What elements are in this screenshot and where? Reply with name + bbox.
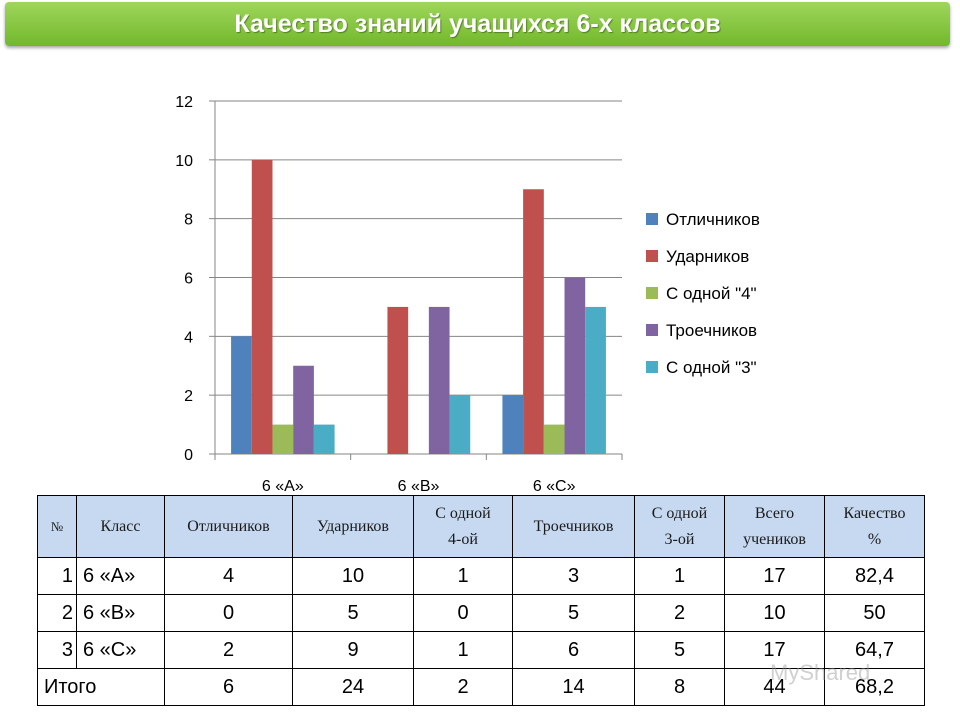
bar (585, 306, 606, 454)
cell-c-grade: 3 (512, 557, 635, 595)
bar (231, 336, 252, 454)
table-row: 2 6 «В» 0 5 0 5 2 10 50 (37, 594, 925, 632)
header-total-line2: учеников (743, 530, 806, 548)
header-c-grade: Троечников (512, 495, 635, 558)
header-good: Ударников (292, 495, 414, 558)
x-tick-label: 6 «В» (398, 478, 440, 495)
header-total: Всего учеников (724, 495, 825, 558)
legend-swatch (646, 324, 658, 336)
total-one-four: 2 (413, 668, 513, 706)
bar (449, 395, 471, 454)
table-row: 1 6 «А» 4 10 1 3 1 17 82,4 (37, 557, 925, 595)
row-number: 2 (37, 594, 77, 632)
cell-one-three: 2 (634, 594, 725, 632)
cell-total: 10 (724, 594, 825, 632)
header-num: № (37, 495, 77, 558)
bar (502, 395, 524, 454)
header-one-three-line1: С одной (651, 504, 708, 522)
cell-excellent: 2 (164, 631, 293, 669)
bar-chart: 0 2 4 6 8 10 12 6 «А» 6 «В» 6 «С» Отличников Ударни… (175, 94, 760, 495)
header-quality-line2: % (867, 530, 882, 548)
total-total: 44 (724, 668, 825, 706)
header-one-four-line2: 4-ой (448, 530, 478, 548)
page-title: Качество знаний учащихся 6-х классов (234, 10, 721, 38)
header-one-three-line2: 3-ой (664, 530, 695, 548)
cell-excellent: 4 (164, 557, 293, 595)
bar (272, 424, 294, 454)
legend-swatch (646, 361, 658, 373)
cell-one-three: 5 (634, 631, 725, 669)
legend-label: С одной "3" (666, 358, 757, 377)
legend-swatch (646, 287, 658, 299)
cell-quality: 50 (824, 594, 925, 632)
y-tick-label: 0 (184, 447, 193, 464)
header-total-line1: Всего (754, 504, 795, 522)
row-class: 6 «С» (76, 631, 165, 669)
cell-good: 10 (292, 557, 414, 595)
row-class: 6 «А» (76, 557, 165, 595)
row-number: 3 (37, 631, 77, 669)
bar (387, 306, 409, 454)
header-class: Класс (76, 495, 165, 558)
total-c-grade: 14 (512, 668, 635, 706)
cell-quality: 82,4 (824, 557, 925, 595)
bar (313, 424, 335, 454)
legend-label: Отличников (666, 210, 760, 229)
cell-one-four: 1 (413, 631, 513, 669)
header-quality: Качество % (824, 495, 925, 558)
bar (543, 424, 565, 454)
total-label: Итого (37, 668, 165, 706)
cell-total: 17 (724, 631, 825, 669)
cell-total: 17 (724, 557, 825, 595)
table-header-row: № Класс Отличников Ударников С одной 4-о… (37, 495, 925, 558)
y-tick-label: 6 (184, 271, 193, 288)
y-tick-label: 12 (175, 94, 193, 111)
legend-swatch (646, 250, 658, 262)
bar (293, 365, 314, 454)
header-one-four-line1: С одной (435, 504, 491, 522)
cell-one-three: 1 (634, 557, 725, 595)
legend-swatch (646, 213, 658, 225)
data-table: № Класс Отличников Ударников С одной 4-о… (37, 495, 925, 706)
watermark: MyShared (770, 660, 871, 685)
bar (251, 159, 273, 455)
row-number: 1 (37, 557, 77, 595)
header-one-four: С одной 4-ой (413, 495, 513, 558)
cell-excellent: 0 (164, 594, 293, 632)
bar (564, 277, 586, 454)
header-quality-line1: Качество (843, 504, 906, 522)
x-tick-label: 6 «А» (262, 478, 304, 495)
title-banner: Качество знаний учащихся 6-х классов (5, 2, 950, 46)
total-good: 24 (292, 668, 414, 706)
cell-c-grade: 5 (512, 594, 635, 632)
cell-good: 5 (292, 594, 414, 632)
y-tick-label: 8 (184, 212, 193, 229)
cell-good: 9 (292, 631, 414, 669)
legend-label: Ударников (666, 247, 749, 266)
table-total-row: Итого 6 24 2 14 8 44 68,2 (37, 668, 925, 706)
cell-one-four: 0 (413, 594, 513, 632)
bar (428, 306, 450, 454)
legend-label: Троечников (666, 321, 757, 340)
row-class: 6 «В» (76, 594, 165, 632)
x-tick-label: 6 «С» (533, 478, 576, 495)
cell-one-four: 1 (413, 557, 513, 595)
legend-label: С одной "4" (666, 284, 757, 303)
header-excellent: Отличников (164, 495, 293, 558)
y-tick-label: 10 (175, 153, 193, 170)
header-one-three: С одной 3-ой (634, 495, 725, 558)
bar (523, 189, 544, 454)
total-quality: 68,2 (824, 668, 925, 706)
total-excellent: 6 (164, 668, 293, 706)
cell-c-grade: 6 (512, 631, 635, 669)
total-one-three: 8 (634, 668, 725, 706)
y-tick-label: 4 (184, 329, 193, 346)
y-tick-label: 2 (184, 388, 193, 405)
